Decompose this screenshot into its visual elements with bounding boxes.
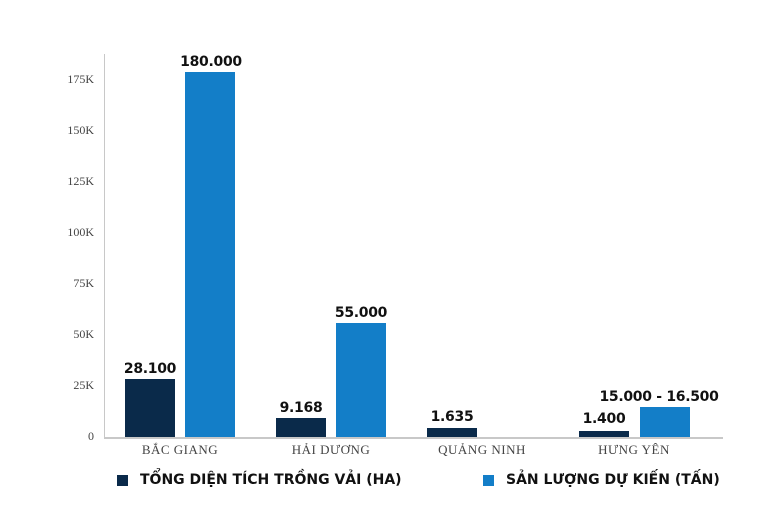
x-label: HẢI DƯƠNG [291,442,371,457]
bar-area-bac-giang [125,379,175,437]
value-label: 55.000 [334,305,388,321]
bar-area-hai-duong [276,418,326,437]
bar-output-hai-duong [336,323,386,437]
x-label: HƯNG YÊN [598,442,670,457]
y-tick: 0 [88,429,94,443]
x-label: BẮC GIANG [141,442,219,457]
legend-swatch-blue-square-icon [483,474,494,486]
y-tick: 75K [73,276,94,290]
value-label: 180.000 [180,54,242,70]
bar-output-hung-yen [640,407,690,437]
y-tick: 100K [67,225,94,239]
legend-item-area: TỔNG DIỆN TÍCH TRỒNG VẢI (HA) [117,472,402,488]
x-label: QUẢNG NINH [438,442,526,457]
legend-label: TỔNG DIỆN TÍCH TRỒNG VẢI (HA) [140,472,402,488]
value-label: 28.100 [123,361,177,377]
bar-output-bac-giang [185,72,235,437]
y-tick: 25K [73,378,94,392]
y-tick: 175K [67,72,94,86]
value-label: 9.168 [279,400,323,416]
value-label: 15.000 - 16.500 [599,389,719,405]
bar-area-quang-ninh [427,428,477,437]
legend-item-output: SẢN LƯỢNG DỰ KIẾN (TẤN) [483,472,720,488]
value-label: 1.400 [582,411,626,427]
bar-area-hung-yen [579,431,629,437]
y-tick: 125K [67,174,94,188]
y-axis-line [104,54,105,437]
legend-label: SẢN LƯỢNG DỰ KIẾN (TẤN) [506,472,720,488]
x-axis-line [104,437,723,439]
y-tick: 150K [67,123,94,137]
value-label: 1.635 [430,409,474,425]
y-tick: 50K [73,327,94,341]
legend-swatch-dark-square-icon [117,474,128,486]
